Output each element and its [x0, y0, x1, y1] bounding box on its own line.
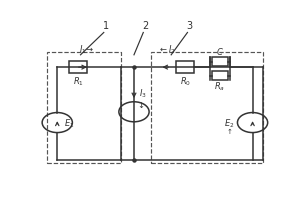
Bar — [212, 57, 228, 66]
Bar — [212, 71, 228, 80]
Text: $I_3$: $I_3$ — [139, 88, 146, 100]
Text: $E_1$: $E_1$ — [64, 117, 75, 130]
Text: $\downarrow$: $\downarrow$ — [136, 100, 145, 110]
Text: $R_1$: $R_1$ — [73, 75, 84, 88]
Text: $I_1\!\rightarrow$: $I_1\!\rightarrow$ — [79, 44, 94, 56]
Text: $\uparrow$: $\uparrow$ — [225, 126, 233, 136]
Text: $R_a$: $R_a$ — [214, 80, 226, 93]
Text: 1: 1 — [103, 21, 109, 31]
Text: $\leftarrow I_2$: $\leftarrow I_2$ — [158, 44, 175, 56]
Bar — [176, 61, 194, 73]
Text: $C$: $C$ — [216, 46, 224, 57]
Text: $R_0$: $R_0$ — [180, 75, 191, 88]
Text: 2: 2 — [142, 21, 149, 31]
Bar — [69, 61, 88, 73]
Text: $E_2$: $E_2$ — [224, 117, 234, 130]
Text: 3: 3 — [187, 21, 193, 31]
